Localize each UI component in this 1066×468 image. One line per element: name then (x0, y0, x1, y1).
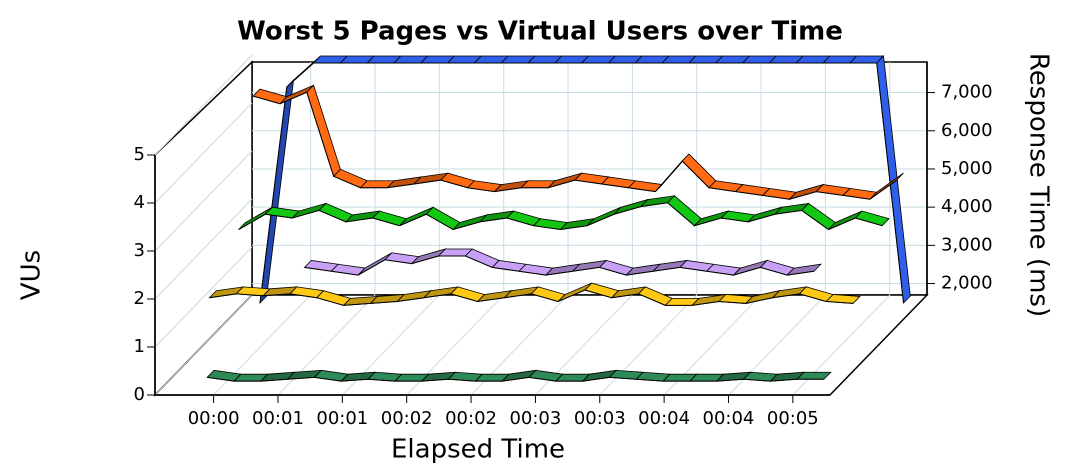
y2-axis-title: Response Time (ms) (1024, 53, 1054, 317)
series-line (209, 289, 854, 306)
x-tick-label: 00:04 (703, 408, 755, 429)
series-line (304, 255, 815, 276)
x-axis-title: Elapsed Time (391, 435, 565, 465)
grid-line (599, 294, 698, 396)
x-tick-label: 00:05 (767, 408, 819, 429)
y2-tick-label: 7,000 (941, 82, 993, 103)
y2-tick-label: 3,000 (941, 234, 993, 255)
grid-line (154, 198, 253, 300)
y-tick-label: 1 (134, 336, 145, 357)
y2-tick-label: 5,000 (941, 158, 993, 179)
y-tick-label: 5 (134, 144, 145, 165)
x-tick-label: 00:02 (381, 408, 433, 429)
y-tick-label: 3 (134, 240, 145, 261)
x-tick-label: 00:02 (445, 408, 497, 429)
grid-line (154, 54, 253, 156)
y-tick-label: 2 (134, 288, 145, 309)
grid-line (154, 102, 253, 204)
x-tick-label: 00:04 (638, 408, 690, 429)
chart-title: Worst 5 Pages vs Virtual Users over Time (237, 17, 843, 47)
grid-line (154, 246, 253, 348)
series-line (259, 62, 905, 304)
y-axis-title: VUs (17, 250, 47, 300)
grid-line (154, 150, 253, 252)
y2-tick-label: 4,000 (941, 196, 993, 217)
y2-tick-label: 2,000 (941, 273, 993, 294)
series-line (207, 376, 824, 382)
x-tick-label: 00:00 (188, 408, 240, 429)
y-tick-label: 4 (134, 192, 145, 213)
series-line (238, 202, 883, 231)
x-tick-label: 00:01 (252, 408, 304, 429)
series-line (253, 91, 898, 200)
x-tick-label: 00:01 (316, 408, 368, 429)
x-tick-label: 00:03 (509, 408, 561, 429)
y-tick-label: 0 (134, 384, 145, 405)
y2-tick-label: 6,000 (941, 120, 993, 141)
grid-line (154, 294, 253, 396)
x-tick-label: 00:03 (574, 408, 626, 429)
